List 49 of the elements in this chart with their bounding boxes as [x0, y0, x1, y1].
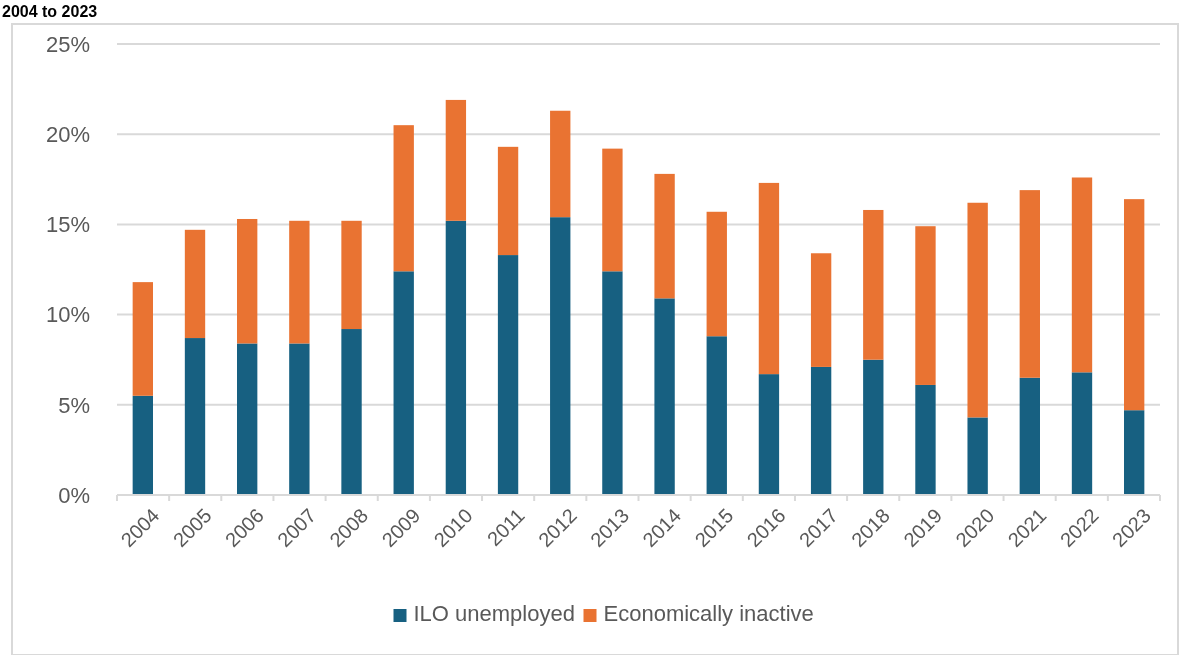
bar	[967, 202, 988, 418]
bar	[1124, 199, 1145, 411]
bar	[1071, 372, 1093, 495]
bar	[915, 384, 936, 495]
bar	[393, 271, 414, 495]
bar	[654, 173, 675, 299]
bar	[289, 220, 310, 344]
bar	[184, 338, 206, 495]
chart-title: 2004 to 2023	[2, 2, 98, 20]
bar	[758, 374, 780, 495]
bar	[810, 253, 832, 367]
bar	[602, 148, 623, 272]
bar	[393, 125, 414, 272]
bar	[237, 343, 258, 495]
y-tick-label: 25%	[45, 31, 90, 57]
bar	[1019, 377, 1040, 495]
bar	[445, 220, 467, 495]
bar	[132, 395, 153, 495]
bar	[863, 209, 884, 360]
bar	[810, 366, 832, 495]
bar	[602, 271, 623, 495]
bar	[1071, 177, 1093, 373]
bar	[497, 255, 519, 495]
bar	[967, 417, 988, 495]
bar	[863, 359, 884, 495]
bar	[758, 182, 780, 375]
bar	[654, 298, 675, 495]
bar	[706, 211, 727, 337]
bar	[1019, 190, 1040, 378]
y-tick-label: 10%	[45, 302, 90, 328]
bar	[341, 220, 362, 330]
bar	[341, 329, 362, 495]
legend-label: Economically inactive	[603, 601, 814, 627]
bar	[550, 217, 571, 495]
bar	[237, 218, 258, 344]
bar	[1124, 410, 1145, 495]
bar	[706, 336, 727, 495]
legend-label: ILO unemployed	[413, 601, 575, 627]
bar	[915, 226, 936, 385]
y-tick-label: 20%	[45, 121, 90, 147]
y-tick-label: 0%	[58, 482, 90, 508]
y-tick-label: 5%	[58, 392, 90, 418]
bar	[445, 99, 467, 221]
bar	[550, 110, 571, 218]
bar	[184, 229, 206, 339]
bar	[132, 282, 153, 396]
y-tick-label: 15%	[45, 212, 90, 238]
bar	[289, 343, 310, 495]
bar	[497, 146, 519, 256]
